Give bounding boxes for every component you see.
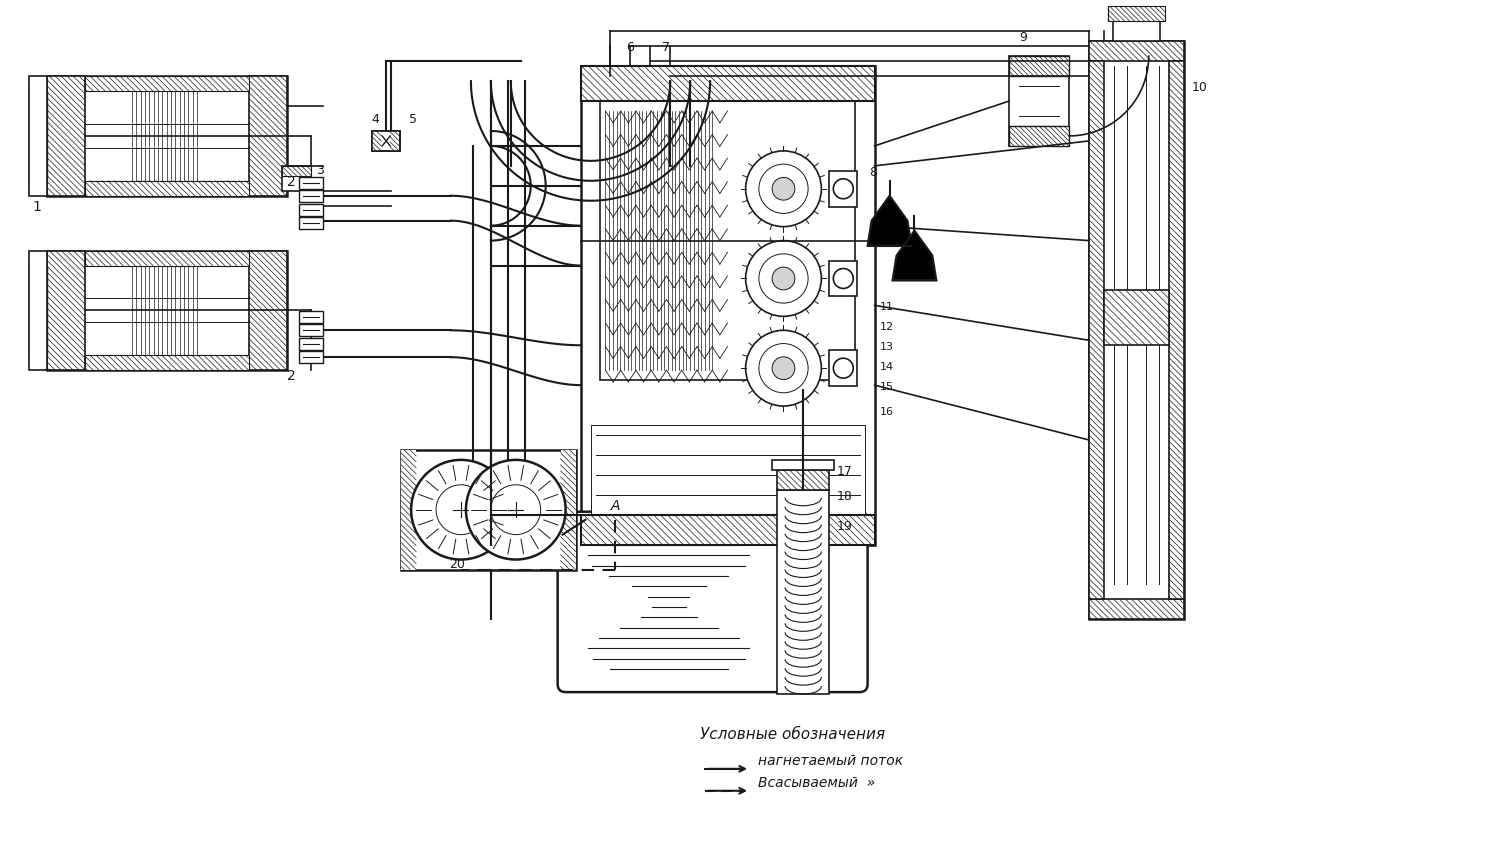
Text: 8: 8 bbox=[870, 165, 877, 179]
Bar bbox=[390, 131, 399, 151]
Bar bbox=[372, 131, 381, 151]
Bar bbox=[249, 251, 286, 371]
Circle shape bbox=[772, 267, 795, 289]
Bar bbox=[400, 450, 576, 570]
Bar bbox=[300, 324, 324, 336]
Circle shape bbox=[746, 241, 822, 316]
Bar bbox=[1010, 57, 1070, 146]
Bar bbox=[48, 251, 286, 371]
Bar bbox=[580, 515, 874, 544]
Bar bbox=[1089, 599, 1184, 619]
Bar bbox=[300, 338, 324, 350]
Bar bbox=[1010, 126, 1070, 146]
Text: 3: 3 bbox=[316, 164, 324, 177]
Text: 12: 12 bbox=[879, 322, 894, 333]
Bar bbox=[1108, 7, 1164, 21]
Circle shape bbox=[436, 484, 486, 534]
Bar bbox=[777, 490, 830, 694]
Text: 17: 17 bbox=[837, 465, 854, 478]
Bar bbox=[300, 351, 324, 363]
Bar bbox=[282, 165, 312, 191]
Polygon shape bbox=[892, 230, 936, 280]
Text: 1: 1 bbox=[33, 200, 40, 214]
Bar bbox=[48, 76, 286, 196]
Circle shape bbox=[834, 358, 854, 378]
Bar bbox=[86, 251, 249, 266]
Text: 19: 19 bbox=[837, 520, 854, 533]
Circle shape bbox=[772, 357, 795, 380]
Text: 14: 14 bbox=[879, 362, 894, 372]
Bar bbox=[86, 181, 249, 196]
Bar bbox=[1168, 62, 1184, 599]
Bar bbox=[1089, 41, 1184, 62]
Bar bbox=[249, 76, 286, 196]
Text: 10: 10 bbox=[1191, 81, 1208, 94]
Circle shape bbox=[746, 151, 822, 227]
Bar bbox=[372, 131, 400, 151]
Bar bbox=[1113, 21, 1160, 41]
Circle shape bbox=[746, 330, 822, 406]
Bar bbox=[282, 165, 312, 176]
Bar bbox=[372, 131, 400, 151]
Bar bbox=[30, 76, 48, 196]
Bar bbox=[1010, 57, 1070, 76]
Bar bbox=[400, 450, 416, 570]
Bar bbox=[30, 266, 48, 355]
Text: 6: 6 bbox=[627, 41, 634, 54]
Bar bbox=[830, 261, 856, 296]
Text: 18: 18 bbox=[837, 490, 854, 503]
Text: 7: 7 bbox=[662, 41, 670, 54]
Text: 16: 16 bbox=[879, 407, 894, 417]
Bar bbox=[830, 170, 856, 207]
Bar bbox=[600, 101, 855, 380]
Bar bbox=[561, 450, 576, 570]
Text: 13: 13 bbox=[879, 342, 894, 352]
Bar bbox=[1089, 62, 1104, 599]
Circle shape bbox=[411, 460, 512, 560]
Bar bbox=[300, 217, 324, 229]
Bar bbox=[300, 176, 324, 189]
Bar bbox=[48, 76, 86, 196]
FancyBboxPatch shape bbox=[558, 511, 867, 692]
Text: 9: 9 bbox=[1019, 31, 1028, 44]
Text: 20: 20 bbox=[448, 558, 465, 571]
Polygon shape bbox=[867, 196, 912, 246]
Circle shape bbox=[490, 484, 540, 534]
Text: 2: 2 bbox=[286, 369, 296, 383]
Text: Всасываемый  »: Всасываемый » bbox=[758, 776, 874, 790]
Bar bbox=[30, 91, 48, 181]
Circle shape bbox=[466, 460, 566, 560]
Bar bbox=[830, 350, 856, 386]
Text: 2: 2 bbox=[286, 175, 296, 189]
Circle shape bbox=[772, 177, 795, 200]
Circle shape bbox=[834, 268, 854, 289]
Bar bbox=[86, 76, 249, 91]
Text: 11: 11 bbox=[879, 302, 894, 312]
Text: 15: 15 bbox=[879, 382, 894, 392]
Bar bbox=[30, 251, 48, 371]
Bar bbox=[86, 355, 249, 371]
Bar bbox=[48, 251, 86, 371]
Circle shape bbox=[834, 179, 854, 198]
Text: нагнетаемый поток: нагнетаемый поток bbox=[758, 754, 903, 768]
Text: 4: 4 bbox=[372, 113, 380, 126]
Bar bbox=[580, 66, 874, 101]
Text: Условные обозначения: Условные обозначения bbox=[700, 727, 885, 742]
Circle shape bbox=[759, 164, 808, 214]
Bar bbox=[591, 425, 864, 515]
Text: 5: 5 bbox=[410, 113, 417, 126]
Bar bbox=[580, 66, 874, 544]
Bar bbox=[777, 470, 830, 490]
Bar bbox=[1104, 290, 1168, 345]
Circle shape bbox=[759, 254, 808, 303]
Text: A: A bbox=[610, 499, 620, 512]
Circle shape bbox=[759, 344, 808, 392]
Bar bbox=[1089, 41, 1184, 619]
Bar bbox=[300, 190, 324, 202]
Bar bbox=[300, 203, 324, 216]
Bar bbox=[772, 460, 834, 470]
Bar bbox=[300, 311, 324, 323]
